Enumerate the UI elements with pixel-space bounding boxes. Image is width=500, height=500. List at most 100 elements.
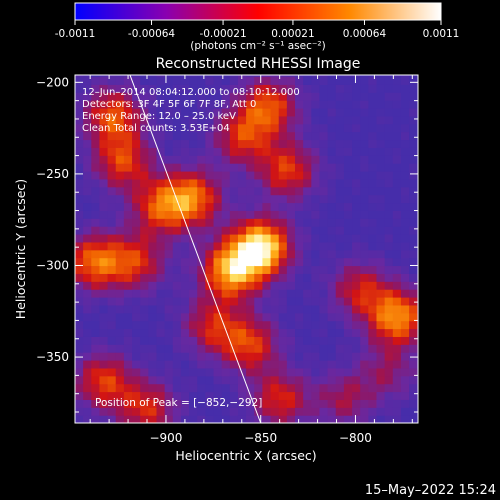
heatmap-cell bbox=[384, 304, 394, 314]
heatmap-cell bbox=[327, 123, 337, 133]
heatmap-cell bbox=[99, 359, 109, 369]
heatmap-cell bbox=[368, 84, 378, 93]
heatmap-cell bbox=[303, 233, 312, 243]
heatmap-cell bbox=[319, 359, 329, 369]
heatmap-cell bbox=[115, 344, 125, 353]
heatmap-cell bbox=[270, 115, 280, 125]
heatmap-cell bbox=[115, 163, 125, 172]
heatmap-cell bbox=[376, 367, 386, 377]
heatmap-cell bbox=[115, 415, 125, 423]
y-tick-label: −250 bbox=[36, 167, 69, 181]
heatmap-cell bbox=[205, 375, 215, 385]
heatmap-cell bbox=[368, 163, 378, 172]
heatmap-cell bbox=[123, 139, 133, 148]
heatmap-cell bbox=[262, 241, 272, 251]
heatmap-cell bbox=[91, 359, 101, 369]
heatmap-cell bbox=[286, 375, 296, 385]
heatmap-cell bbox=[368, 202, 378, 211]
heatmap-cell bbox=[384, 375, 394, 385]
heatmap-cell bbox=[83, 344, 92, 353]
heatmap-cell bbox=[99, 352, 109, 361]
heatmap-cell bbox=[148, 249, 158, 259]
heatmap-cell bbox=[99, 139, 109, 148]
heatmap-cell bbox=[75, 75, 84, 78]
heatmap-cell bbox=[99, 407, 109, 416]
heatmap-cell bbox=[286, 241, 296, 251]
heatmap-cell bbox=[400, 257, 410, 267]
heatmap-cell bbox=[343, 296, 353, 306]
heatmap-cell bbox=[254, 123, 264, 133]
heatmap-cell bbox=[180, 123, 190, 133]
heatmap-cell bbox=[392, 320, 402, 330]
colorbar-tick-label: 0.00021 bbox=[271, 28, 314, 40]
heatmap-cell bbox=[343, 289, 353, 298]
heatmap-cell bbox=[376, 76, 386, 85]
heatmap-cell bbox=[123, 218, 133, 227]
heatmap-cell bbox=[205, 194, 215, 204]
heatmap-cell bbox=[99, 233, 109, 243]
heatmap-cell bbox=[229, 202, 239, 211]
heatmap-cell bbox=[140, 92, 149, 101]
heatmap-cell bbox=[237, 328, 247, 337]
heatmap-cell bbox=[197, 352, 206, 361]
heatmap-cell bbox=[75, 131, 84, 141]
heatmap-cell bbox=[237, 186, 247, 196]
heatmap-cell bbox=[148, 170, 158, 180]
heatmap-cell bbox=[132, 249, 141, 259]
heatmap-cell bbox=[132, 399, 141, 408]
heatmap-cell bbox=[343, 92, 353, 101]
heatmap-cell bbox=[384, 115, 394, 125]
heatmap-cell bbox=[205, 202, 215, 211]
heatmap-cell bbox=[352, 139, 361, 148]
heatmap-cell bbox=[254, 170, 264, 180]
heatmap-cell bbox=[123, 367, 133, 377]
heatmap-cell bbox=[392, 92, 402, 101]
heatmap-cell bbox=[99, 344, 109, 353]
heatmap-cell bbox=[99, 178, 109, 188]
heatmap-cell bbox=[376, 359, 386, 369]
heatmap-cell bbox=[140, 123, 149, 133]
heatmap-cell bbox=[140, 202, 149, 211]
heatmap-cell bbox=[213, 155, 223, 164]
heatmap-cell bbox=[180, 241, 190, 251]
heatmap-cell bbox=[311, 218, 321, 227]
heatmap-cell bbox=[237, 352, 247, 361]
heatmap-cell bbox=[417, 383, 418, 393]
heatmap-cell bbox=[319, 375, 329, 385]
heatmap-cell bbox=[229, 115, 239, 125]
heatmap-cell bbox=[254, 375, 264, 385]
heatmap-cell bbox=[295, 100, 304, 109]
heatmap-cell bbox=[417, 163, 418, 172]
heatmap-cell bbox=[99, 281, 109, 290]
annotation-energy-range: Energy Range: 12.0 – 25.0 keV bbox=[82, 111, 236, 122]
heatmap-cell bbox=[156, 178, 166, 188]
heatmap-cell bbox=[376, 265, 386, 274]
heatmap-cell bbox=[148, 383, 158, 393]
heatmap-cell bbox=[335, 249, 345, 259]
heatmap-cell bbox=[132, 265, 141, 274]
heatmap-cell bbox=[278, 312, 288, 322]
heatmap-cell bbox=[400, 359, 410, 369]
heatmap-cell bbox=[311, 352, 321, 361]
heatmap-cell bbox=[270, 407, 280, 416]
heatmap-cell bbox=[270, 76, 280, 85]
heatmap-cell bbox=[319, 273, 329, 282]
heatmap-cell bbox=[286, 367, 296, 377]
heatmap-cell bbox=[392, 170, 402, 180]
heatmap-cell bbox=[91, 210, 101, 219]
heatmap-cell bbox=[360, 415, 369, 423]
heatmap-cell bbox=[189, 383, 198, 393]
heatmap-cell bbox=[343, 115, 353, 125]
heatmap-cell bbox=[197, 147, 206, 156]
heatmap-cell bbox=[148, 407, 158, 416]
heatmap-cell bbox=[400, 407, 410, 416]
heatmap-cell bbox=[376, 202, 386, 211]
heatmap-cell bbox=[148, 352, 158, 361]
heatmap-cell bbox=[91, 76, 101, 85]
heatmap-cell bbox=[311, 115, 321, 125]
heatmap-cell bbox=[311, 344, 321, 353]
heatmap-cell bbox=[115, 391, 125, 400]
heatmap-cell bbox=[368, 75, 378, 78]
heatmap-cell bbox=[197, 273, 206, 282]
heatmap-cell bbox=[295, 328, 304, 337]
